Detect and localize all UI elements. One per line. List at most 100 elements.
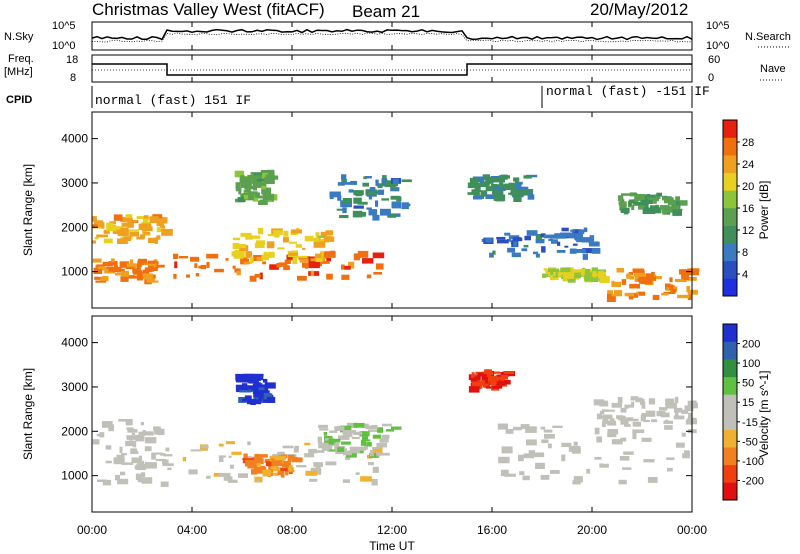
echo-cell-power-5-11: [366, 207, 372, 210]
echo-cell-vel-7-34: [681, 409, 689, 414]
echo-cell-vel-0-28: [92, 439, 100, 445]
echo-cell-vel-1-20: [167, 467, 172, 471]
echo-cell-power-8-53: [547, 268, 560, 273]
echo-cell-power-10-40: [653, 207, 660, 213]
echo-cell-vel-7-33: [632, 422, 640, 426]
echo-cell-power-4-45: [254, 192, 260, 198]
echo-cell-vel-1-6: [325, 461, 337, 466]
echo-cell-power-5-17: [401, 202, 409, 210]
echo-cell-vel-0-3: [102, 479, 112, 486]
echo-cell-power-7-10: [556, 250, 566, 253]
echo-cell-vel-5-20: [484, 374, 493, 378]
echo-cell-vel-0-5: [130, 448, 137, 452]
echo-cell-power-4-29: [244, 186, 255, 190]
echo-cell-power-9-4: [651, 271, 655, 275]
colorbar-swatch: [723, 341, 737, 360]
echo-cell-power-5-41: [341, 174, 347, 179]
echo-cell-power-3-33: [283, 237, 289, 243]
echo-cell-power-6-54: [504, 183, 515, 191]
nsky-tick-bottom: 10^0: [52, 40, 76, 52]
echo-cell-power-1-33: [102, 261, 113, 267]
echo-cell-power-3-44: [266, 241, 275, 249]
echo-cell-power-2-22: [243, 258, 249, 265]
echo-cell-power-10-2: [675, 196, 680, 203]
echo-cell-power-3-35: [315, 255, 323, 262]
echo-cell-power-4-59: [262, 193, 275, 201]
echo-cell-power-9-52: [669, 284, 674, 290]
echo-cell-power-5-35: [369, 187, 376, 193]
echo-cell-power-5-9: [353, 190, 364, 196]
echo-cell-power-3-42: [315, 253, 322, 259]
echo-cell-vel-1-37: [315, 462, 321, 469]
echo-cell-vel-0-4: [119, 446, 123, 453]
echo-cell-power-10-20: [629, 192, 637, 197]
echo-cell-power-0-49: [125, 214, 133, 218]
nsearch-tick-top: 10^5: [706, 20, 730, 32]
echo-cell-vel-2-33: [254, 454, 262, 460]
echo-cell-power-3-37: [232, 237, 240, 241]
echo-cell-vel-0-14: [163, 454, 173, 457]
echo-cell-vel-0-45: [105, 460, 112, 464]
echo-cell-power-9-55: [640, 277, 652, 285]
colorbar-swatch: [723, 394, 737, 413]
colorbar-tick-label: 28: [742, 137, 754, 149]
echo-cell-vel-7-53: [629, 418, 639, 422]
echo-cell-vel-6-58: [520, 424, 530, 430]
echo-cell-vel-2-6: [276, 467, 284, 471]
echo-cell-power-5-59: [380, 208, 391, 216]
echo-cell-power-7-39: [504, 232, 511, 236]
echo-cell-vel-1-8: [277, 451, 285, 456]
echo-cell-power-2-46: [198, 265, 204, 269]
echo-cell-power-3-52: [273, 230, 283, 235]
echo-cell-vel-1-53: [188, 469, 198, 475]
echo-cell-power-4-1: [240, 182, 252, 188]
x-tick-label: 04:00: [177, 523, 207, 537]
echo-cell-power-10-54: [672, 209, 682, 216]
echo-cell-power-7-8: [570, 229, 576, 232]
colorbar-swatch: [723, 172, 737, 191]
echo-cell-vel-3-41: [239, 389, 248, 393]
echo-cell-power-7-35: [591, 248, 601, 254]
echo-cell-power-2-3: [304, 265, 309, 269]
echo-cell-power-7-55: [526, 230, 538, 236]
echo-cell-vel-7-56: [651, 419, 658, 423]
echo-cell-vel-2-36: [260, 465, 266, 469]
echo-cell-power-10-36: [628, 199, 635, 204]
echo-cell-power-2-39: [232, 265, 236, 269]
echo-cell-vel-3-56: [236, 380, 245, 383]
echo-cell-vel-7-51: [602, 417, 609, 424]
echo-cell-vel-2-17: [285, 469, 289, 476]
colorbar-tick-label: 8: [742, 247, 748, 259]
echo-cell-power-9-50: [633, 285, 640, 288]
echo-cell-power-7-28: [548, 238, 553, 242]
echo-cell-vel-2-20: [277, 471, 282, 475]
echo-cell-vel-1-51: [228, 455, 232, 458]
echo-cell-vel-2-34: [255, 466, 267, 471]
echo-cell-power-6-46: [515, 183, 522, 190]
echo-cell-power-10-53: [674, 205, 680, 211]
echo-cell-power-3-41: [248, 235, 261, 239]
echo-cell-power-8-34: [550, 275, 559, 280]
echo-cell-vel-3-34: [235, 384, 244, 392]
echo-cell-power-7-22: [543, 234, 554, 239]
echo-cell-vel-4-33: [331, 438, 341, 443]
echo-cell-vel-4-38: [359, 446, 366, 451]
time-x-ticks: 00:00 04:00 08:00 12:00 16:00 20:00 00:00: [77, 22, 707, 537]
echo-cell-vel-5-46: [471, 381, 481, 386]
nave-tick-bottom: 0: [708, 72, 714, 84]
echo-cell-power-4-50: [247, 174, 254, 181]
echo-cell-power-5-24: [377, 183, 383, 189]
echo-cell-power-5-23: [342, 207, 347, 214]
echo-cell-power-7-54: [524, 235, 531, 241]
echo-cell-power-5-26: [366, 190, 379, 195]
echo-cell-power-1-49: [110, 258, 115, 262]
echo-cell-vel-1-2: [282, 445, 294, 449]
echo-cell-vel-1-58: [372, 466, 379, 473]
nave-tick-top: 60: [708, 54, 720, 66]
echo-cell-vel-2-59: [244, 459, 256, 467]
echo-cell-power-0-37: [127, 220, 138, 223]
echo-cell-vel-7-38: [643, 419, 650, 422]
colorbar-swatch: [723, 412, 737, 430]
echo-cell-power-9-46: [675, 279, 684, 282]
echo-cell-vel-3-46: [253, 373, 264, 377]
